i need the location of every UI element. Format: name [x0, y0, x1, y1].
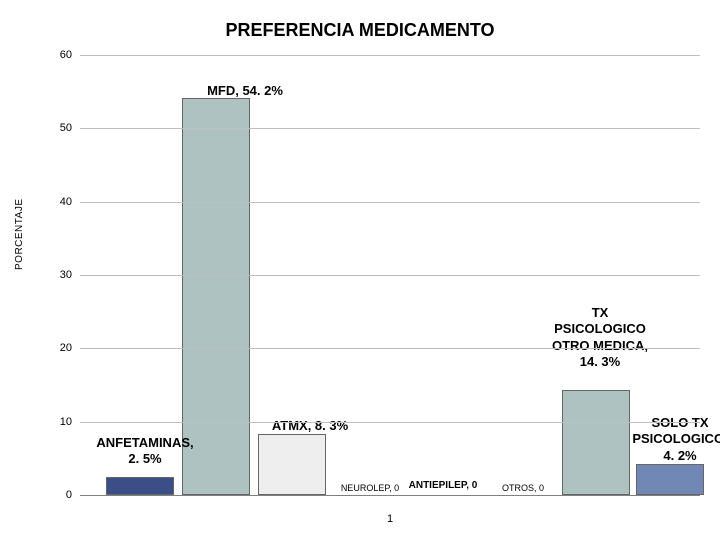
bar-atmx	[258, 434, 326, 495]
gridline	[80, 55, 700, 56]
y-tick-label: 0	[66, 489, 72, 501]
chart-page: PREFERENCIA MEDICAMENTO PORCENTAJE MFD, …	[0, 0, 720, 540]
y-tick-label: 20	[60, 342, 72, 354]
data-label-mfd: MFD, 54. 2%	[175, 83, 315, 99]
y-tick-label: 60	[60, 49, 72, 61]
y-tick-label: 50	[60, 122, 72, 134]
data-label-antiepilep: ANTIEPILEP, 0	[398, 480, 488, 493]
gridline	[80, 422, 700, 423]
y-tick-label: 10	[60, 416, 72, 428]
y-tick-label: 40	[60, 196, 72, 208]
chart-title: PREFERENCIA MEDICAMENTO	[0, 20, 720, 41]
gridline	[80, 202, 700, 203]
gridline	[80, 128, 700, 129]
plot-area: MFD, 54. 2%ANFETAMINAS, 2. 5%ATMX, 8. 3%…	[80, 55, 700, 495]
y-axis-label: PORCENTAJE	[14, 199, 25, 271]
data-label-tx_psico_med: TX PSICOLOGICO OTRO MEDICA, 14. 3%	[520, 305, 680, 370]
data-label-anfetaminas: ANFETAMINAS, 2. 5%	[75, 435, 215, 468]
bar-anfetaminas	[106, 477, 174, 495]
data-label-otros: OTROS, 0	[488, 483, 558, 494]
y-tick-label: 30	[60, 269, 72, 281]
x-tick-label: 1	[80, 513, 700, 525]
axis-baseline	[80, 495, 700, 496]
data-label-atmx: ATMX, 8. 3%	[240, 418, 380, 434]
bar-solo_tx	[636, 464, 704, 495]
gridline	[80, 348, 700, 349]
gridline	[80, 275, 700, 276]
